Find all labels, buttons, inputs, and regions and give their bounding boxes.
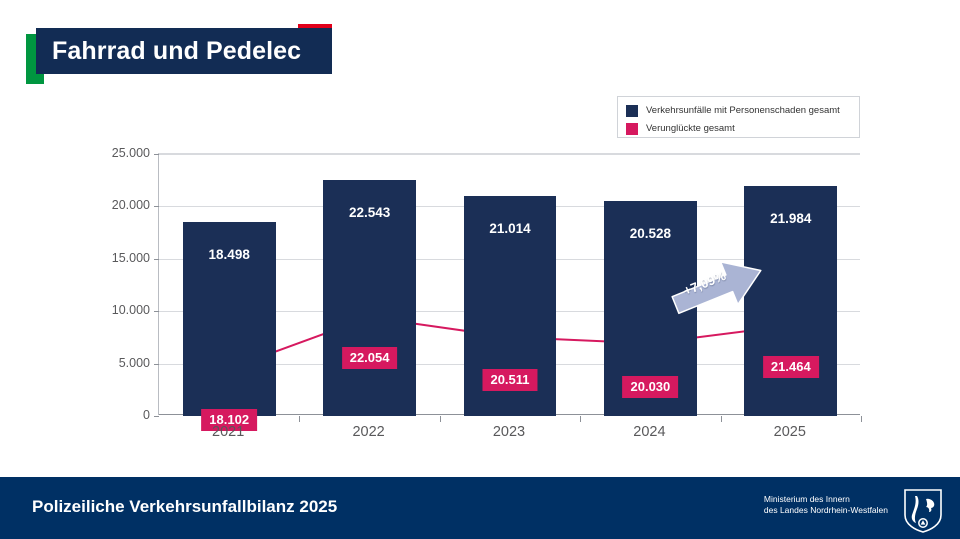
legend-swatch-accidents bbox=[626, 104, 638, 117]
bar-value-label-2024: 20.528 bbox=[629, 225, 672, 241]
ministry-name: Ministerium des Innern des Landes Nordrh… bbox=[764, 494, 888, 516]
y-axis-tick-mark bbox=[154, 154, 159, 155]
legend-label-casualties: Verunglückte gesamt bbox=[646, 123, 735, 134]
y-axis-tick-label: 25.000 bbox=[111, 146, 150, 160]
line-value-label-2021: 18.102 bbox=[201, 408, 258, 431]
nrw-coat-of-arms-icon bbox=[904, 489, 942, 533]
growth-arrow-annotation: +7,09% bbox=[668, 256, 772, 318]
x-axis-label-2022: 2022 bbox=[352, 424, 385, 440]
y-axis-tick-label: 0 bbox=[143, 408, 150, 422]
legend-label-accidents: Verkehrsunfälle mit Personenschaden gesa… bbox=[646, 105, 840, 116]
footer-bar: Polizeiliche Verkehrsunfallbilanz 2025 M… bbox=[0, 475, 960, 539]
x-axis-tick-mark bbox=[720, 416, 722, 422]
x-axis-label-2023: 2023 bbox=[492, 424, 526, 440]
chart-area: 18.498 22.543 21.014 20.528 21.984 18.102 22.0… bbox=[85, 145, 862, 440]
trend-up-arrow-icon bbox=[671, 261, 762, 315]
line-value-label-2022: 22.054 bbox=[341, 347, 398, 370]
y-axis-tick-label: 20.000 bbox=[111, 198, 150, 213]
y-axis-tick-mark bbox=[154, 416, 159, 417]
legend-item-accidents[interactable]: Verkehrsunfälle mit Personenschaden gesa… bbox=[626, 103, 851, 118]
line-value-label-2024: 20.030 bbox=[622, 375, 679, 398]
x-axis-label-2021: 2021 bbox=[212, 424, 245, 440]
chart-legend: Verkehrsunfälle mit Personenschaden gesa… bbox=[617, 96, 860, 138]
bar-value-label-2021: 18.498 bbox=[208, 247, 250, 263]
bar-2022[interactable] bbox=[323, 179, 416, 416]
x-axis-tick-mark bbox=[580, 416, 582, 422]
bar-2021[interactable] bbox=[182, 222, 276, 416]
x-axis-tick-mark bbox=[299, 416, 301, 422]
title-bar bbox=[36, 28, 332, 74]
bar-value-label-2025: 21.984 bbox=[770, 210, 812, 226]
y-axis-tick-label: 5.000 bbox=[118, 355, 150, 370]
y-axis-tick-label: 10.000 bbox=[111, 303, 150, 318]
x-axis-label-2025: 2025 bbox=[773, 424, 806, 440]
line-value-label-2023: 20.511 bbox=[482, 369, 538, 392]
line-value-label-2025: 21.464 bbox=[762, 355, 819, 378]
legend-swatch-casualties bbox=[626, 122, 638, 135]
bar-value-label-2022: 22.543 bbox=[348, 204, 391, 220]
plot-area: 18.498 22.543 21.014 20.528 21.984 18.102 22.0… bbox=[154, 153, 862, 431]
y-axis-tick-mark bbox=[154, 363, 159, 365]
y-axis-tick-mark bbox=[154, 258, 159, 260]
y-axis-tick-mark bbox=[154, 311, 159, 313]
gridline bbox=[159, 154, 860, 155]
page-title: Fahrrad und Pedelec bbox=[52, 37, 302, 65]
bar-value-label-2023: 21.014 bbox=[489, 220, 531, 236]
x-axis-label-2024: 2024 bbox=[633, 424, 666, 440]
x-axis-tick-mark bbox=[439, 416, 441, 422]
y-axis-tick-label: 15.000 bbox=[111, 250, 150, 265]
footer-title: Polizeiliche Verkehrsunfallbilanz 2025 bbox=[32, 497, 338, 516]
x-axis-tick-mark bbox=[861, 416, 862, 422]
ministry-line-1: Ministerium des Innern bbox=[763, 494, 850, 504]
page-title-block: Fahrrad und Pedelec bbox=[26, 24, 332, 84]
y-axis-tick-mark bbox=[154, 206, 159, 208]
legend-item-casualties[interactable]: Verunglückte gesamt bbox=[626, 121, 851, 136]
ministry-line-2: des Landes Nordrhein-Westfalen bbox=[763, 505, 888, 515]
